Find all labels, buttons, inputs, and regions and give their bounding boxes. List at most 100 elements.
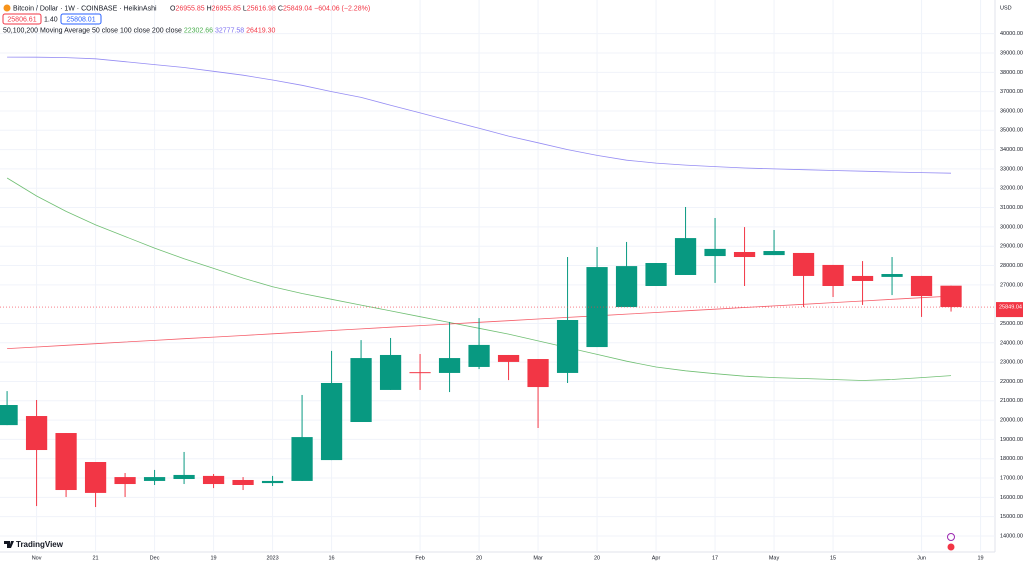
y-tick-label: 25000.00 bbox=[1000, 321, 1023, 327]
candle-body bbox=[704, 248, 726, 257]
ma-value: 32777.58 bbox=[215, 27, 244, 34]
y-tick-label: 30000.00 bbox=[1000, 224, 1023, 230]
l-label: L bbox=[243, 5, 247, 12]
candle-body bbox=[114, 477, 136, 485]
l-value: 25616.98 bbox=[247, 5, 276, 12]
y-tick-label: 35000.00 bbox=[1000, 128, 1023, 134]
candle-body bbox=[0, 405, 18, 426]
candle-body bbox=[792, 252, 815, 276]
price-label-box bbox=[996, 302, 1023, 318]
candle-body bbox=[379, 354, 402, 390]
bid: 25806.61 bbox=[7, 16, 36, 23]
x-tick-label: Apr bbox=[652, 555, 661, 561]
y-tick-label: 28000.00 bbox=[1000, 263, 1023, 269]
x-tick-label: 19 bbox=[977, 555, 983, 561]
x-tick-label: 20 bbox=[476, 555, 482, 561]
y-tick-label: 33000.00 bbox=[1000, 166, 1023, 172]
y-tick-label: 31000.00 bbox=[1000, 205, 1023, 211]
y-tick-label: 39000.00 bbox=[1000, 50, 1023, 56]
y-tick-label: 37000.00 bbox=[1000, 89, 1023, 95]
y-tick-label: 38000.00 bbox=[1000, 70, 1023, 76]
o-label: O bbox=[170, 5, 176, 12]
y-tick-label: 23000.00 bbox=[1000, 360, 1023, 366]
candle-body bbox=[320, 382, 343, 461]
candle-body bbox=[763, 251, 785, 256]
ask: 25808.01 bbox=[66, 16, 95, 23]
y-tick-label: 21000.00 bbox=[1000, 398, 1023, 404]
y-tick-label: 24000.00 bbox=[1000, 340, 1023, 346]
x-tick-label: 16 bbox=[329, 555, 335, 561]
candle-body bbox=[291, 437, 313, 481]
y-tick-label: 19000.00 bbox=[1000, 437, 1023, 443]
brand: TradingView bbox=[16, 540, 64, 549]
y-tick-label: 29000.00 bbox=[1000, 244, 1023, 250]
candle-body bbox=[55, 433, 77, 491]
candle-body bbox=[822, 264, 844, 286]
c-label: C bbox=[278, 5, 283, 12]
candle-body bbox=[910, 275, 933, 297]
price-label: 25849.04 bbox=[999, 305, 1022, 311]
candle-body bbox=[84, 462, 107, 493]
event-icon[interactable] bbox=[947, 543, 955, 551]
x-tick-label: 20 bbox=[594, 555, 600, 561]
ma-title: 50,100,200 Moving Average 50 close 100 c… bbox=[3, 27, 182, 34]
x-tick-label: Dec bbox=[150, 555, 160, 561]
candle-body bbox=[202, 475, 225, 485]
candle-body bbox=[261, 480, 284, 484]
y-tick-label: 36000.00 bbox=[1000, 108, 1023, 114]
x-tick-label: Nov bbox=[32, 555, 42, 561]
x-tick-label: 21 bbox=[93, 555, 99, 561]
candle-body bbox=[409, 372, 431, 374]
x-tick-label: 15 bbox=[830, 555, 836, 561]
y-tick-label: 27000.00 bbox=[1000, 282, 1023, 288]
o-value: 26955.85 bbox=[175, 5, 204, 12]
y-tick-label: 14000.00 bbox=[1000, 533, 1023, 539]
change: −604.06 (−2.28%) bbox=[314, 5, 370, 12]
ma-value: 22302.66 bbox=[184, 27, 213, 34]
currency: USD bbox=[1000, 5, 1012, 11]
candle-body bbox=[851, 275, 874, 281]
y-tick-label: 32000.00 bbox=[1000, 186, 1023, 192]
y-tick-label: 17000.00 bbox=[1000, 475, 1023, 481]
candle-body bbox=[143, 477, 166, 481]
y-tick-label: 20000.00 bbox=[1000, 418, 1023, 424]
x-tick-label: 19 bbox=[211, 555, 217, 561]
candle-body bbox=[940, 285, 962, 308]
bitcoin-icon bbox=[3, 4, 11, 12]
symbol-title: Bitcoin / Dollar · 1W · COINBASE · Heiki… bbox=[13, 5, 157, 12]
candle-body bbox=[25, 416, 48, 451]
tradingview-logo: TradingView bbox=[4, 540, 64, 549]
ma-value: 26419.30 bbox=[246, 27, 275, 34]
candle-body bbox=[615, 266, 638, 308]
candle-body bbox=[350, 358, 372, 423]
candle-body bbox=[173, 474, 195, 480]
candle-body bbox=[438, 358, 461, 373]
ma-legend: 50,100,200 Moving Average 50 close 100 c… bbox=[3, 27, 275, 34]
ask-box[interactable] bbox=[60, 13, 102, 25]
h-value: 26955.85 bbox=[212, 5, 241, 12]
ohlc-legend: O26955.85 H26955.85 L25616.98 C25849.04 … bbox=[170, 5, 370, 12]
candle-body bbox=[881, 274, 903, 277]
plot-area bbox=[0, 0, 995, 552]
bid-box[interactable] bbox=[2, 13, 42, 25]
h-label: H bbox=[207, 5, 212, 12]
x-tick-label: Jun bbox=[917, 555, 926, 561]
x-tick-label: May bbox=[769, 555, 780, 561]
candle-body bbox=[497, 354, 520, 362]
x-tick-label: 17 bbox=[712, 555, 718, 561]
x-tick-label: 2023 bbox=[266, 555, 278, 561]
event-icon[interactable] bbox=[947, 533, 955, 541]
y-tick-label: 34000.00 bbox=[1000, 147, 1023, 153]
c-value: 25849.04 bbox=[283, 5, 312, 12]
candle-body bbox=[674, 238, 697, 275]
candle-body bbox=[232, 479, 254, 485]
candle-body bbox=[468, 344, 490, 367]
candle-body bbox=[645, 263, 667, 286]
y-tick-label: 22000.00 bbox=[1000, 379, 1023, 385]
y-tick-label: 18000.00 bbox=[1000, 456, 1023, 462]
x-tick-label: Feb bbox=[415, 555, 424, 561]
candle-body bbox=[556, 320, 579, 373]
y-tick-label: 16000.00 bbox=[1000, 495, 1023, 501]
